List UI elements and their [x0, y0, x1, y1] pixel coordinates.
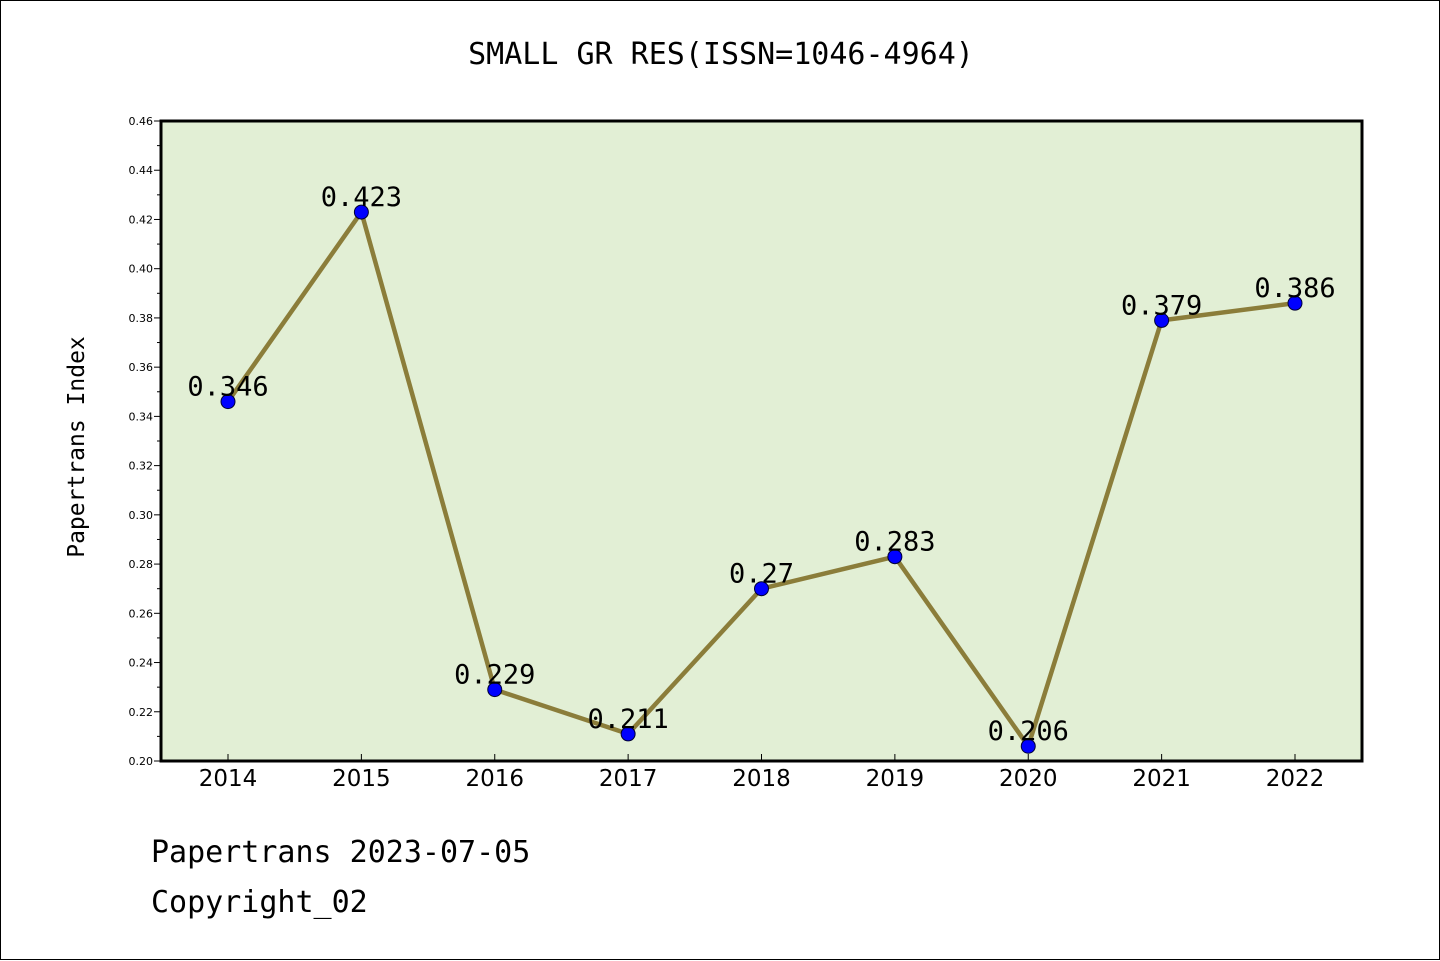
y-tick-label: 0.22 — [129, 706, 154, 719]
y-tick-label: 0.38 — [129, 312, 154, 325]
data-point — [887, 549, 903, 565]
y-tick-label: 0.30 — [129, 509, 154, 522]
footer-copyright: Copyright_02 — [151, 885, 368, 920]
y-tick-label: 0.44 — [129, 164, 154, 177]
x-tick-label: 2015 — [332, 766, 391, 792]
y-tick-label: 0.24 — [129, 657, 154, 670]
y-tick-label: 0.36 — [129, 361, 154, 374]
data-point — [487, 682, 503, 698]
chart-title: SMALL GR RES(ISSN=1046-4964) — [468, 37, 974, 72]
y-axis-ticks: 0.20 0.22 0.24 0.26 0.28 0.30 0.32 0.34 0.36 0.38… — [129, 115, 161, 768]
data-point — [220, 394, 236, 410]
data-label: 0.211 — [587, 704, 668, 735]
x-axis-ticks: 2014 2015 2016 2017 2018 2019 2020 2021 2022 — [199, 754, 1325, 792]
data-point — [1154, 312, 1170, 328]
data-points — [220, 204, 1303, 754]
data-label: 0.27 — [729, 559, 794, 590]
x-tick-label: 2022 — [1266, 766, 1325, 792]
data-label: 0.346 — [187, 372, 268, 403]
data-label: 0.229 — [454, 660, 535, 691]
y-tick-label: 0.20 — [129, 755, 154, 768]
y-tick-label: 0.32 — [129, 460, 154, 473]
plot-area — [161, 121, 1362, 761]
plot-border — [159, 119, 1364, 763]
data-point — [1020, 738, 1036, 754]
y-tick-label: 0.40 — [129, 263, 154, 276]
data-label: 0.386 — [1254, 273, 1335, 304]
data-point — [353, 204, 369, 220]
x-tick-label: 2021 — [1132, 766, 1191, 792]
y-tick-label: 0.34 — [129, 410, 154, 423]
data-point — [1287, 295, 1303, 311]
x-tick-label: 2019 — [866, 766, 925, 792]
x-tick-label: 2020 — [999, 766, 1058, 792]
data-point — [620, 726, 636, 742]
x-tick-label: 2017 — [599, 766, 658, 792]
data-label: 0.379 — [1121, 290, 1202, 321]
x-tick-label: 2014 — [199, 766, 258, 792]
data-point — [754, 581, 769, 597]
y-tick-label: 0.26 — [129, 607, 154, 620]
y-tick-label: 0.42 — [129, 213, 154, 226]
x-tick-label: 2018 — [732, 766, 791, 792]
footer-date: Papertrans 2023-07-05 — [151, 835, 531, 870]
y-tick-label: 0.28 — [129, 558, 154, 571]
data-label: 0.283 — [854, 527, 935, 558]
data-label: 0.423 — [321, 182, 402, 213]
x-tick-label: 2016 — [465, 766, 524, 792]
y-tick-label: 0.46 — [129, 115, 154, 128]
data-labels: 0.346 0.423 0.229 0.211 0.27 0.283 0.206 0.379 0… — [187, 182, 1335, 747]
data-label: 0.206 — [988, 716, 1069, 747]
